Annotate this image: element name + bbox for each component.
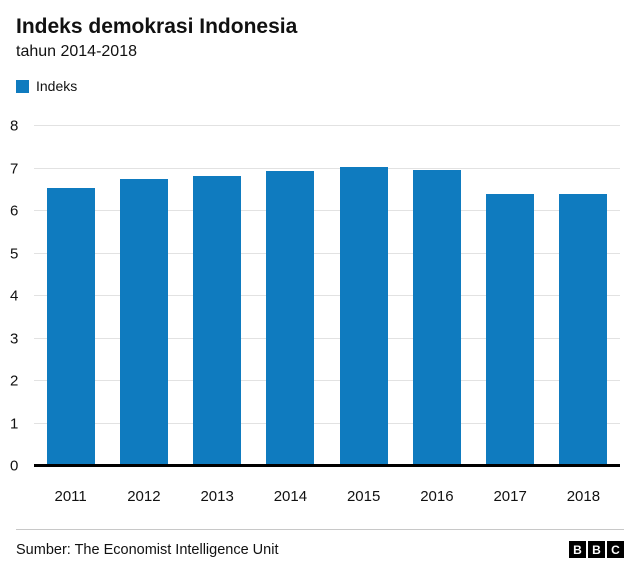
bbc-logo-letter: C — [607, 541, 624, 558]
legend-label: Indeks — [36, 78, 78, 95]
bar-2012 — [119, 178, 168, 466]
y-tick-label: 0 — [10, 457, 19, 475]
y-tick-label: 4 — [10, 287, 19, 305]
y-tick-label: 5 — [10, 245, 19, 262]
bar-2018 — [559, 194, 608, 466]
gridline — [34, 337, 620, 339]
gridline — [34, 125, 620, 126]
x-tick-label: 2013 — [200, 488, 234, 505]
bars — [34, 126, 620, 466]
y-tick-label: 7 — [10, 160, 19, 177]
x-tick-label: 2018 — [566, 488, 601, 505]
footer: Sumber: The Economist Intelligence Unit … — [16, 529, 624, 558]
bar-2015 — [339, 167, 388, 466]
bbc-logo-letter: B — [569, 541, 586, 558]
y-tick-label: 3 — [10, 330, 19, 347]
bar-2014 — [266, 170, 315, 466]
bar-slot — [474, 126, 547, 466]
chart-title: Indeks demokrasi Indonesia — [16, 15, 298, 38]
gridline — [34, 167, 620, 169]
bar-2017 — [486, 194, 535, 466]
bar-slot — [181, 126, 254, 466]
y-tick-label: 6 — [10, 202, 19, 220]
x-tick-label: 2014 — [273, 488, 308, 505]
bbc-logo-letter: B — [588, 541, 605, 558]
source-text: Sumber: The Economist Intelligence Unit — [16, 541, 279, 558]
bar-slot — [107, 126, 180, 466]
footer-divider — [16, 529, 624, 530]
bar-2013 — [193, 176, 242, 466]
y-tick-label: 2 — [10, 372, 19, 390]
gridline — [34, 422, 620, 424]
y-tick-label: 8 — [10, 117, 19, 135]
gridline — [34, 210, 620, 211]
bar-2016 — [412, 169, 461, 466]
legend: Indeks — [0, 61, 640, 94]
y-tick-label: 1 — [10, 415, 19, 432]
legend-swatch — [16, 79, 29, 93]
gridline — [34, 380, 620, 381]
gridline — [34, 252, 620, 254]
bar-slot — [327, 126, 400, 466]
x-tick-label: 2016 — [420, 488, 454, 505]
bar-2011 — [46, 188, 95, 466]
x-tick-label: 2011 — [54, 488, 87, 505]
y-axis: 0 1 2 3 4 5 6 7 8 — [10, 119, 30, 474]
x-tick-label: 2015 — [346, 488, 381, 505]
x-tick-label: 2012 — [127, 488, 161, 505]
chart-subtitle: tahun 2014-2018 — [16, 43, 137, 61]
bar-slot — [34, 126, 107, 466]
plot-area — [34, 125, 620, 467]
x-tick-label: 2017 — [493, 488, 527, 505]
bar-slot — [400, 126, 473, 466]
x-axis-line — [34, 464, 620, 467]
bar-slot — [547, 126, 620, 466]
gridline — [34, 295, 620, 296]
bar-slot — [254, 126, 327, 466]
x-axis-labels: 2011 2012 2013 2014 2015 2016 2017 2018 — [34, 474, 620, 510]
